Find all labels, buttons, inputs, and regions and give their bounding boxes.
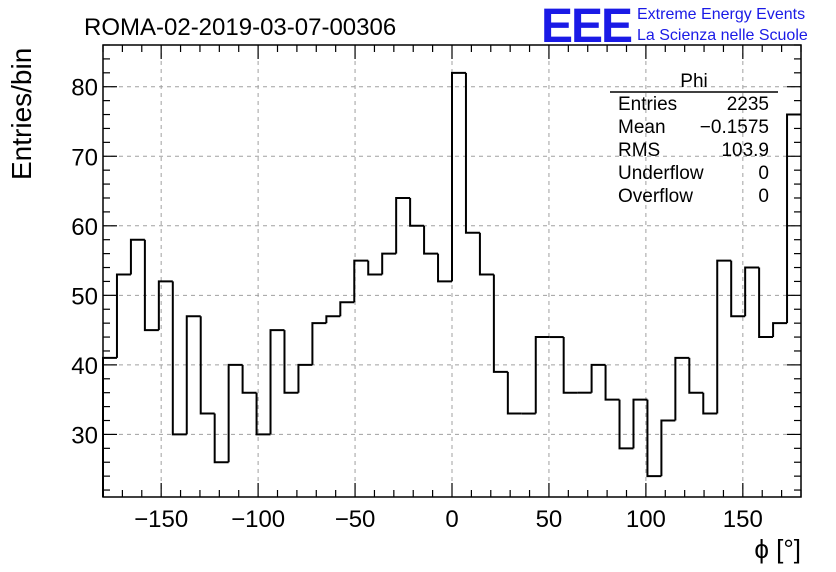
x-tick-label: −100 xyxy=(231,506,285,533)
x-tick-label: −50 xyxy=(335,506,376,533)
y-tick-label: 80 xyxy=(71,75,98,102)
histogram-bin xyxy=(646,399,662,478)
x-tick-label: 50 xyxy=(536,506,563,533)
stats-box: Phi Entries 2235 Mean −0.1575 RMS 103.9 Underf… xyxy=(610,71,778,207)
histogram-bin xyxy=(143,239,159,332)
y-tick-label: 30 xyxy=(71,422,98,449)
histogram-bin xyxy=(618,399,634,450)
histogram-bin xyxy=(534,336,550,414)
stats-label: Entries xyxy=(618,94,677,115)
histogram-bin xyxy=(478,232,494,276)
histogram xyxy=(102,71,801,497)
stats-label: Mean xyxy=(618,117,666,138)
eee-logo: EEE Extreme Energy Events La Scienza nel… xyxy=(541,0,808,53)
logo-line-1: Extreme Energy Events xyxy=(637,6,805,23)
histogram-bin xyxy=(115,273,131,358)
x-tick-label: 0 xyxy=(445,506,458,533)
stats-label: RMS xyxy=(618,140,660,161)
histogram-bin xyxy=(674,356,690,421)
histogram-bin xyxy=(409,197,425,227)
histogram-bin xyxy=(702,392,718,415)
y-tick-label: 50 xyxy=(71,283,98,310)
x-axis-title: ϕ [°] xyxy=(754,534,801,564)
histogram-bin xyxy=(227,363,243,463)
histogram-bin xyxy=(129,238,145,275)
histogram-bin xyxy=(660,419,676,477)
histogram-bin xyxy=(423,225,439,255)
histogram-bin xyxy=(437,253,452,283)
run-title: ROMA-02-2019-03-07-00306 xyxy=(84,14,396,41)
stats-value: 103.9 xyxy=(721,140,769,161)
histogram-bin xyxy=(339,301,355,317)
histogram-bin xyxy=(213,413,229,464)
histogram-bin xyxy=(311,322,327,365)
histogram-bin xyxy=(562,337,578,394)
histogram-bin xyxy=(157,280,173,331)
stats-value: 0 xyxy=(758,163,769,184)
histogram-bin xyxy=(199,316,215,415)
histogram-bin xyxy=(786,113,801,324)
histogram-bin xyxy=(325,315,341,324)
histogram-bin xyxy=(241,364,257,394)
histogram-bin xyxy=(381,252,397,275)
histogram-bin xyxy=(744,266,760,317)
histogram-bin xyxy=(464,72,480,234)
histogram-bin xyxy=(283,330,299,394)
y-axis-title: Entries/bin xyxy=(6,48,37,180)
logo-mark: EEE xyxy=(541,0,632,53)
y-tick-label: 60 xyxy=(71,214,98,241)
histogram-bin xyxy=(185,315,201,435)
histogram-bin xyxy=(688,357,704,394)
histogram-bin xyxy=(451,71,466,282)
stats-value: −0.1575 xyxy=(700,117,769,138)
stats-label: Overflow xyxy=(618,186,693,207)
histogram-bin xyxy=(395,196,411,254)
histogram-bin xyxy=(716,259,732,414)
histogram-bin xyxy=(772,322,788,338)
histogram-bin xyxy=(269,329,285,435)
x-tick-label: 100 xyxy=(626,506,666,533)
histogram-bin xyxy=(730,260,746,318)
histogram-bin xyxy=(590,363,606,393)
y-tick-label: 70 xyxy=(71,144,98,171)
x-tick-label: −150 xyxy=(134,506,188,533)
stats-label: Underflow xyxy=(618,163,704,184)
histogram-bin xyxy=(506,371,522,415)
histogram-bin xyxy=(353,259,369,303)
logo-line-2: La Scienza nelle Scuole xyxy=(637,27,808,44)
histogram-bin xyxy=(604,364,620,401)
axes: −150 −100 −50 0 50 100 150 30 40 50 60 70 80 xyxy=(71,44,802,533)
histogram-bin xyxy=(171,281,187,436)
x-tick-label: 150 xyxy=(723,506,763,533)
stats-value: 2235 xyxy=(727,94,769,115)
stats-value: 0 xyxy=(758,186,769,207)
y-tick-label: 40 xyxy=(71,353,98,380)
histogram-bin xyxy=(758,267,774,339)
histogram-bin xyxy=(297,363,313,393)
histogram-bin xyxy=(632,398,648,449)
histogram-bin xyxy=(367,260,383,276)
stats-name: Phi xyxy=(680,71,707,92)
histogram-bin xyxy=(492,274,508,373)
histogram-bin xyxy=(255,392,271,436)
